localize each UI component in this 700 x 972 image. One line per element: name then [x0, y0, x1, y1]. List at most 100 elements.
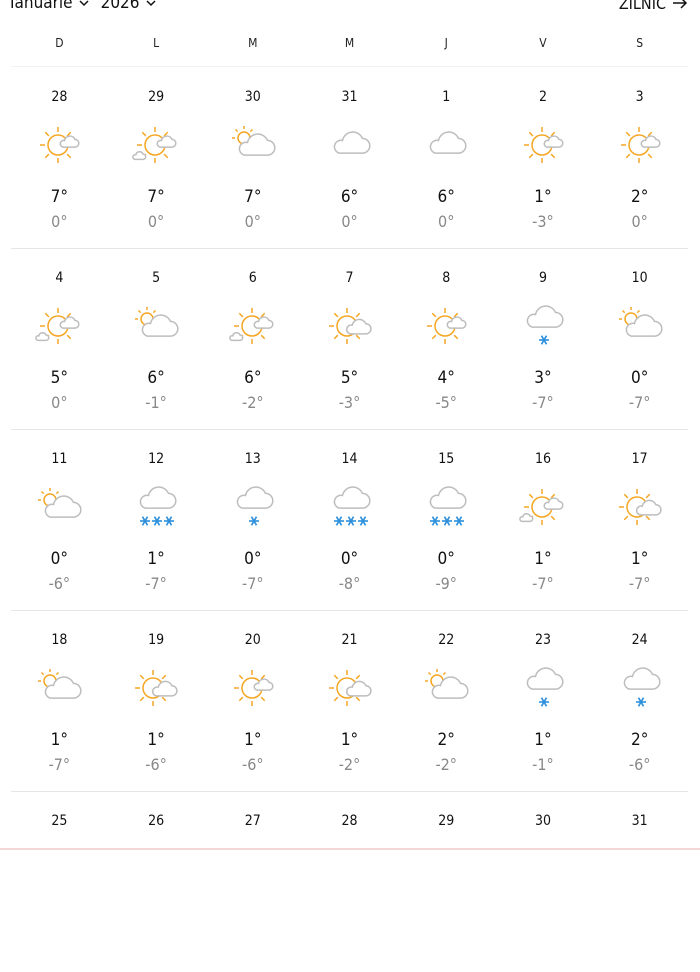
calendar-day[interactable]: 31 — [591, 791, 688, 972]
calendar-day[interactable]: 17 1° -7° — [591, 429, 688, 610]
day-number: 10 — [631, 270, 648, 286]
calendar-day[interactable]: 6 6° -2° — [204, 248, 301, 429]
high-temperature: 6° — [340, 187, 359, 207]
low-temperature: -9° — [435, 574, 457, 593]
high-temperature: 1° — [534, 549, 552, 569]
calendar-day[interactable]: 22 2° -2° — [398, 610, 495, 791]
day-number: 31 — [341, 89, 358, 105]
calendar-day[interactable]: 23 1° -1° — [495, 610, 592, 791]
calendar-day[interactable]: 9 3° -7° — [495, 248, 592, 429]
day-number: 23 — [534, 632, 551, 648]
low-temperature: -7° — [48, 755, 71, 774]
calendar-day[interactable]: 30 7° 0° — [204, 67, 301, 248]
low-temperature: 0° — [147, 212, 165, 231]
day-number: 5 — [152, 270, 161, 286]
high-temperature: 0° — [630, 368, 649, 388]
sun-small-cloud-icon — [523, 127, 564, 163]
calendar-day[interactable]: 28 — [301, 791, 398, 972]
calendar-day[interactable]: 14 0° -8° — [301, 429, 398, 610]
calendar-day[interactable]: 20 1° -6° — [204, 610, 301, 791]
daily-view-link[interactable]: ZILNIC — [619, 0, 688, 13]
calendar-toolbar: Ianuarie 2026 ZILNIC — [10, 0, 688, 15]
day-number: 28 — [341, 813, 358, 829]
calendar-day[interactable]: 29 — [398, 791, 495, 972]
calendar-day[interactable]: 13 0° -7° — [204, 429, 301, 610]
calendar-day[interactable]: 16 1° -7° — [495, 429, 592, 610]
low-temperature: 0° — [631, 212, 648, 231]
weekday-label: M — [344, 36, 355, 50]
calendar-day[interactable]: 27 — [204, 791, 301, 972]
high-temperature: 4° — [437, 368, 455, 388]
high-temperature: 7° — [50, 187, 69, 207]
day-number: 12 — [148, 451, 165, 467]
calendar-day[interactable]: 11 0° -6° — [11, 429, 108, 610]
high-temperature: 0° — [437, 549, 455, 569]
cloud-icon — [333, 131, 370, 154]
low-temperature: -8° — [338, 574, 361, 593]
high-temperature: 1° — [147, 730, 165, 750]
year-label: 2026 — [100, 0, 140, 13]
calendar-day[interactable]: 21 1° -2° — [301, 610, 398, 791]
low-temperature: -7° — [628, 393, 651, 412]
sun-clouds-icon — [132, 127, 177, 163]
high-temperature: 0° — [50, 549, 69, 569]
day-number: 30 — [244, 89, 261, 105]
sun-small-cloud-icon — [620, 127, 661, 163]
calendar-day[interactable]: 10 0° -7° — [591, 248, 688, 429]
calendar-day[interactable]: 30 — [495, 791, 592, 972]
day-number: 31 — [631, 813, 648, 829]
day-number: 4 — [55, 270, 64, 286]
calendar-day[interactable]: 19 1° -6° — [108, 610, 205, 791]
sun-cloud-icon — [328, 308, 372, 344]
high-temperature: 7° — [244, 187, 262, 207]
calendar-day[interactable]: 8 4° -5° — [398, 248, 495, 429]
calendar-week: 18 1° -7° 19 1° -6° 20 1° -6° 21 1° -2° 22 2° -2° 23 1° -… — [11, 610, 688, 792]
calendar-day[interactable]: 1 6° 0° — [398, 67, 495, 248]
calendar-day[interactable]: 25 — [11, 791, 108, 972]
calendar-day[interactable]: 31 6° 0° — [301, 67, 398, 248]
month-select[interactable]: Ianuarie — [10, 0, 91, 13]
calendar-day[interactable]: 5 6° -1° — [108, 248, 205, 429]
sun-small-cloud-icon — [233, 670, 274, 706]
calendar-day[interactable]: 29 7° 0° — [108, 67, 205, 248]
high-temperature: 3° — [534, 368, 552, 388]
partly-cloudy-icon — [618, 307, 663, 337]
calendar-day[interactable]: 2 1° -3° — [495, 67, 592, 248]
day-number: 15 — [438, 451, 455, 467]
calendar-day[interactable]: 24 2° -6° — [591, 610, 688, 791]
year-select[interactable]: 2026 — [101, 0, 158, 13]
calendar-day[interactable]: 15 0° -9° — [398, 429, 495, 610]
day-number: 18 — [51, 632, 68, 648]
day-number: 24 — [631, 632, 648, 648]
calendar-day[interactable]: 26 — [108, 791, 205, 972]
calendar-day[interactable]: 18 1° -7° — [11, 610, 108, 791]
weekday-label: M — [248, 36, 258, 50]
sun-small-cloud-icon — [40, 127, 80, 163]
month-label: Ianuarie — [10, 0, 73, 13]
low-temperature: -2° — [435, 755, 457, 774]
low-temperature: -6° — [145, 755, 167, 774]
low-temperature: -1° — [532, 755, 554, 774]
partly-cloudy-icon — [231, 126, 276, 156]
arrow-right-icon — [673, 0, 688, 9]
weekday-label: V — [539, 36, 547, 50]
high-temperature: 5° — [340, 368, 359, 388]
cloud-icon — [429, 131, 467, 154]
low-temperature: 0° — [244, 212, 261, 231]
calendar-day[interactable]: 4 5° 0° — [11, 248, 108, 429]
chevron-down-icon — [145, 0, 156, 7]
high-temperature: 1° — [534, 187, 552, 207]
low-temperature: -6° — [48, 574, 71, 593]
high-temperature: 6° — [147, 368, 165, 388]
calendar-day[interactable]: 3 2° 0° — [591, 67, 688, 248]
calendar-day[interactable]: 12 1° -7° — [108, 429, 205, 610]
high-temperature: 2° — [630, 187, 649, 207]
calendar-day[interactable]: 7 5° -3° — [301, 248, 398, 429]
calendar-day[interactable]: 28 7° 0° — [11, 67, 108, 248]
light-snow-icon — [526, 667, 564, 707]
partly-cloudy-icon — [38, 488, 82, 518]
day-number: 9 — [538, 270, 547, 286]
low-temperature: -3° — [338, 393, 361, 412]
high-temperature: 6° — [244, 368, 262, 388]
